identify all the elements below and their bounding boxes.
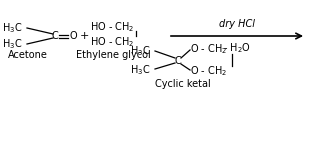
- Text: H$_3$C: H$_3$C: [2, 21, 22, 35]
- Text: +: +: [80, 31, 89, 41]
- Text: C: C: [52, 31, 58, 41]
- Text: HO - CH$_2$: HO - CH$_2$: [90, 35, 135, 49]
- Text: O - CH$_2$: O - CH$_2$: [190, 64, 227, 78]
- Text: H$_3$C: H$_3$C: [2, 37, 22, 51]
- Text: HO - CH$_2$: HO - CH$_2$: [90, 20, 135, 34]
- Text: O: O: [69, 31, 77, 41]
- Text: O - CH$_2$: O - CH$_2$: [190, 42, 227, 56]
- Text: Acetone: Acetone: [8, 50, 48, 60]
- Text: Cyclic ketal: Cyclic ketal: [155, 79, 211, 89]
- Text: Ethylene glycol: Ethylene glycol: [76, 50, 150, 60]
- Text: C: C: [175, 56, 181, 66]
- Text: H$_3$C: H$_3$C: [130, 44, 150, 58]
- Text: dry HCl: dry HCl: [219, 19, 255, 29]
- Text: H$_3$C: H$_3$C: [130, 63, 150, 77]
- Text: - H$_2$O: - H$_2$O: [223, 41, 251, 55]
